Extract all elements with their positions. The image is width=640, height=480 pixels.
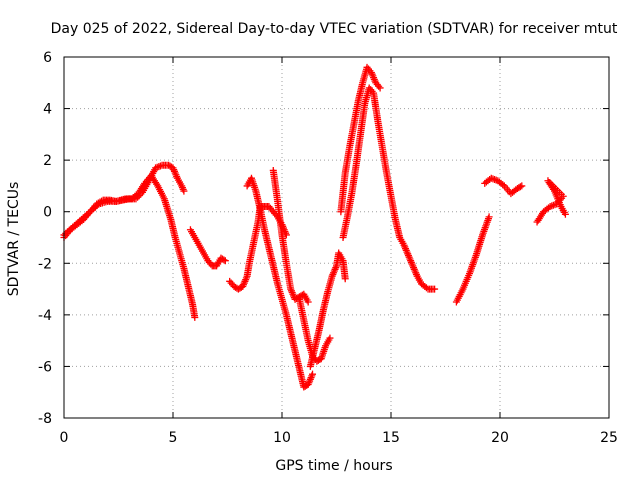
y-tick-label: 2 <box>43 153 52 169</box>
y-tick-label: -4 <box>38 308 52 324</box>
y-tick-label: -2 <box>38 256 52 272</box>
axis-ticks <box>63 56 610 419</box>
data-point <box>422 284 430 292</box>
data-point <box>376 84 384 92</box>
y-tick-label: 4 <box>43 102 52 118</box>
data-point <box>341 275 349 283</box>
y-tick-label: -8 <box>38 411 52 427</box>
data-marks <box>60 63 569 391</box>
data-point <box>191 313 199 321</box>
data-point <box>561 210 569 218</box>
data-point <box>516 183 524 191</box>
x-tick-label: 10 <box>273 430 291 446</box>
data-point <box>518 182 526 190</box>
data-point <box>485 213 493 221</box>
data-point <box>431 285 439 293</box>
x-tick-label: 25 <box>600 430 618 446</box>
data-point <box>221 257 229 265</box>
plot-frame <box>63 56 610 419</box>
data-point <box>304 298 312 306</box>
y-axis-label: SDTVAR / TECUs <box>6 182 22 297</box>
tick-labels: 0 5 10 15 20 25 -8 -6 -4 -2 0 2 4 6 <box>38 50 618 446</box>
data-point <box>220 256 228 264</box>
chart-title: Day 025 of 2022, Sidereal Day-to-day VTE… <box>51 21 618 37</box>
x-tick-label: 5 <box>169 430 178 446</box>
x-tick-label: 15 <box>382 430 400 446</box>
y-tick-label: 0 <box>43 205 52 221</box>
x-tick-label: 20 <box>491 430 509 446</box>
x-tick-label: 0 <box>60 430 69 446</box>
y-tick-label: -6 <box>38 359 52 375</box>
data-point <box>180 187 188 195</box>
data-point <box>309 370 317 378</box>
y-tick-label: 6 <box>43 50 52 66</box>
x-axis-label: GPS time / hours <box>275 458 392 474</box>
data-point <box>326 334 334 342</box>
data-point <box>499 181 507 189</box>
